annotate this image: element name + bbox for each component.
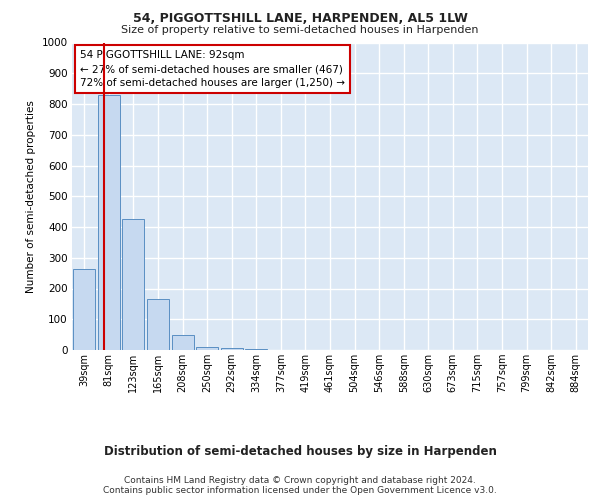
Bar — [73, 268, 95, 350]
Bar — [98, 95, 120, 350]
Bar — [196, 347, 218, 350]
Text: Distribution of semi-detached houses by size in Harpenden: Distribution of semi-detached houses by … — [104, 444, 496, 458]
Text: Contains public sector information licensed under the Open Government Licence v3: Contains public sector information licen… — [103, 486, 497, 495]
Text: Contains HM Land Registry data © Crown copyright and database right 2024.: Contains HM Land Registry data © Crown c… — [124, 476, 476, 485]
Text: 54 PIGGOTTSHILL LANE: 92sqm
← 27% of semi-detached houses are smaller (467)
72% : 54 PIGGOTTSHILL LANE: 92sqm ← 27% of sem… — [80, 50, 345, 88]
Bar — [122, 220, 145, 350]
Text: Size of property relative to semi-detached houses in Harpenden: Size of property relative to semi-detach… — [121, 25, 479, 35]
Text: 54, PIGGOTTSHILL LANE, HARPENDEN, AL5 1LW: 54, PIGGOTTSHILL LANE, HARPENDEN, AL5 1L… — [133, 12, 467, 26]
Bar — [221, 348, 243, 350]
Y-axis label: Number of semi-detached properties: Number of semi-detached properties — [26, 100, 36, 292]
Bar — [172, 334, 194, 350]
Bar — [147, 300, 169, 350]
